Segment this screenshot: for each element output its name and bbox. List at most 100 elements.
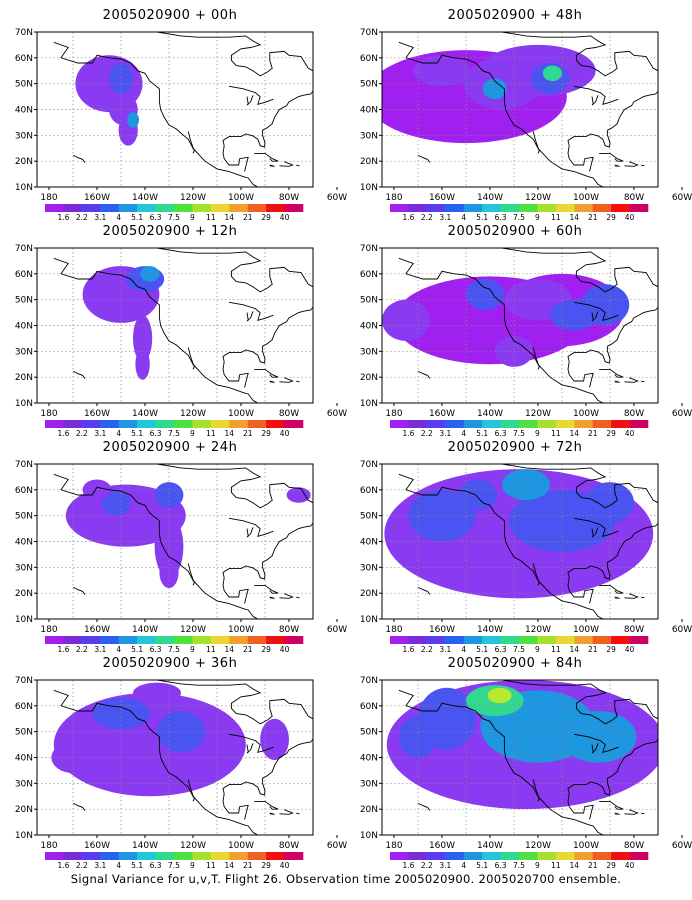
coastline <box>398 257 604 403</box>
colorbar-swatch <box>611 852 630 860</box>
forecast-panel: 2005020900 + 72h 70N 60N 50N 40N 30N 20N 10N 180… <box>350 440 692 660</box>
colorbar-label: 7.5 <box>513 645 525 654</box>
colorbar-swatch <box>445 852 465 860</box>
coastline <box>296 380 300 383</box>
lat-tick-label: 50N <box>360 512 378 522</box>
coastline <box>269 596 275 599</box>
coastline <box>279 809 294 815</box>
lon-tick-label: 120W <box>180 409 206 419</box>
colorbar-label: 14 <box>225 429 235 438</box>
colorbar-swatch <box>537 204 557 212</box>
colorbar-label: 3.1 <box>439 213 451 222</box>
lat-tick-label: 30N <box>360 563 378 573</box>
variance-blob <box>586 482 634 524</box>
coastline <box>614 164 620 167</box>
colorbar-swatch <box>45 204 64 212</box>
coastline <box>599 584 624 594</box>
colorbar-label: 21 <box>243 861 253 870</box>
colorbar-label: 4 <box>116 861 121 870</box>
colorbar-swatch <box>137 852 156 860</box>
colorbar-swatch <box>118 852 138 860</box>
lon-tick-label: 60W <box>672 409 692 419</box>
lat-tick-label: 20N <box>15 157 33 167</box>
map-svg: 70N 60N 50N 40N 30N 20N 10N 180 160W 140W 120W 100W… <box>15 244 347 438</box>
colorbar-label: 9 <box>535 213 540 222</box>
colorbar-label: 3.1 <box>94 429 106 438</box>
coastline <box>269 164 275 167</box>
colorbar-label: 21 <box>243 213 253 222</box>
lat-tick-label: 40N <box>15 538 33 548</box>
coastline <box>567 577 594 604</box>
variance-blob <box>154 515 184 578</box>
colorbar-label: 6.3 <box>150 645 162 654</box>
colorbar-swatch <box>611 204 630 212</box>
colorbar-label: 6.3 <box>150 429 162 438</box>
lat-tick-label: 30N <box>360 779 378 789</box>
colorbar-swatch <box>426 204 446 212</box>
lon-tick-label: 140W <box>132 409 158 419</box>
coastline <box>567 145 594 172</box>
coastline <box>599 800 624 810</box>
colorbar-label: 9 <box>190 213 195 222</box>
colorbar-swatch <box>137 420 156 428</box>
lat-tick-label: 50N <box>360 296 378 306</box>
lat-tick-label: 50N <box>15 296 33 306</box>
colorbar-label: 9 <box>190 645 195 654</box>
colorbar-swatch <box>426 636 446 644</box>
colorbar-swatch <box>519 204 538 212</box>
lat-tick-label: 40N <box>360 322 378 332</box>
colorbar-label: 29 <box>261 861 271 870</box>
forecast-panel: 2005020900 + 00h 70N 60N 50N 40N 30N 20N 10N 180… <box>5 8 347 228</box>
panel-title: 2005020900 + 48h <box>447 8 583 23</box>
lon-tick-label: 60W <box>672 193 692 203</box>
lon-tick-label: 120W <box>525 841 551 851</box>
colorbar-swatch <box>192 636 212 644</box>
colorbar-swatch <box>390 852 409 860</box>
colorbar-swatch <box>408 852 428 860</box>
lon-tick-label: 160W <box>84 193 110 203</box>
coastline <box>624 377 639 383</box>
lat-tick-label: 40N <box>15 106 33 116</box>
lat-tick-label: 10N <box>15 831 33 841</box>
coastline <box>398 41 604 187</box>
coastline <box>532 563 540 586</box>
colorbar-swatch <box>284 636 304 644</box>
lon-tick-label: 100W <box>228 193 254 203</box>
lat-tick-label: 70N <box>15 460 33 470</box>
colorbar-swatch <box>500 636 520 644</box>
coastline <box>591 311 599 322</box>
lat-tick-label: 70N <box>360 676 378 686</box>
lon-tick-label: 140W <box>132 625 158 635</box>
lon-tick-label: 180 <box>385 625 402 635</box>
coastline <box>246 95 254 106</box>
colorbar-label: 29 <box>606 429 616 438</box>
lon-tick-label: 140W <box>477 193 503 203</box>
lon-tick-label: 120W <box>525 193 551 203</box>
variance-blob <box>502 469 550 501</box>
colorbar-swatch <box>100 420 120 428</box>
colorbar-swatch <box>229 852 249 860</box>
lat-tick-label: 60N <box>360 270 378 280</box>
lon-tick-label: 80W <box>279 409 299 419</box>
map-svg: 70N 60N 50N 40N 30N 20N 10N 180 160W 140W 120W 100W… <box>15 28 347 222</box>
coastline <box>532 131 540 154</box>
colorbar-swatch <box>390 204 409 212</box>
colorbar-swatch <box>611 420 630 428</box>
colorbar-swatch <box>555 420 575 428</box>
coastline <box>222 793 249 820</box>
colorbar-label: 21 <box>243 645 253 654</box>
lon-tick-label: 180 <box>385 193 402 203</box>
lon-tick-label: 80W <box>279 841 299 851</box>
coastline <box>72 587 86 595</box>
colorbar-swatch <box>390 420 409 428</box>
colorbar-label: 1.6 <box>402 429 414 438</box>
colorbar-swatch <box>555 852 575 860</box>
map-svg: 70N 60N 50N 40N 30N 20N 10N 180 160W 140W 120W 100W… <box>360 460 692 654</box>
coastline <box>269 812 275 815</box>
panel-title: 2005020900 + 00h <box>102 8 238 23</box>
colorbar-label: 7.5 <box>168 429 180 438</box>
colorbar-label: 11 <box>551 861 561 870</box>
coastline <box>573 301 619 321</box>
colorbar-swatch <box>284 852 304 860</box>
map-field <box>37 32 313 187</box>
